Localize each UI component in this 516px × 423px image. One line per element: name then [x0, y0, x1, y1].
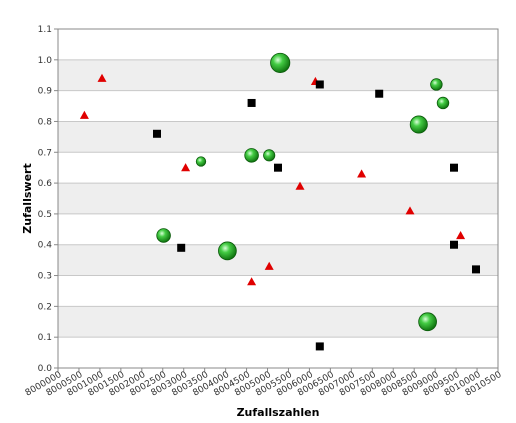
triangle-point	[405, 206, 415, 215]
y-axis-title: Zufallswert	[21, 163, 34, 233]
y-tick-label: 0.2	[38, 302, 52, 312]
y-tick-label: 0.1	[38, 333, 52, 343]
y-tick-label: 0.0	[38, 364, 53, 374]
y-tick-label: 0.9	[38, 87, 53, 97]
square-point	[274, 163, 282, 172]
bubble-point	[270, 52, 291, 73]
bubble-point	[409, 115, 428, 134]
x-axis-ticks: 8000000800050080010008001500800200080025…	[24, 368, 504, 399]
bubble-point	[418, 312, 437, 332]
y-tick-label: 1.1	[38, 25, 52, 35]
bubble-point	[430, 78, 443, 91]
grid-bands	[58, 59, 498, 338]
y-tick-label: 0.7	[38, 148, 52, 158]
triangle-point	[357, 169, 367, 178]
square-point	[450, 163, 458, 172]
triangle-point	[264, 261, 274, 270]
bubble-point	[436, 96, 450, 110]
triangle-point	[79, 110, 89, 119]
square-point	[247, 98, 256, 107]
y-tick-label: 0.3	[38, 272, 52, 282]
y-tick-label: 0.5	[38, 210, 52, 220]
y-tick-label: 1.0	[38, 56, 53, 66]
square-point	[153, 129, 161, 138]
square-point	[177, 243, 186, 252]
bubble-point	[244, 148, 259, 163]
grid-band	[58, 244, 498, 276]
y-tick-label: 0.6	[38, 179, 53, 189]
data-marks	[79, 52, 480, 351]
triangle-point	[295, 181, 305, 190]
bubble-point	[195, 156, 207, 167]
square-point	[315, 80, 324, 89]
y-tick-label: 0.8	[38, 117, 53, 127]
triangle-point	[97, 73, 107, 82]
grid-band	[58, 121, 498, 153]
triangle-point	[247, 277, 257, 286]
bubble-point	[263, 149, 276, 162]
y-axis-ticks: 0.0 0.1 0.2 0.3 0.4 0.5 0.6 0.7 0.8 0.9 1.0 1.1	[38, 25, 58, 374]
square-point	[375, 89, 384, 98]
bubble-point	[218, 241, 237, 261]
grid-band	[58, 183, 498, 214]
plot-frame	[57, 28, 499, 369]
square-point	[472, 265, 480, 274]
x-axis-title: Zufallszahlen	[237, 406, 320, 419]
bubble-point	[156, 228, 171, 243]
triangle-point	[181, 163, 191, 172]
y-tick-label: 0.4	[38, 241, 53, 251]
square-point	[315, 342, 324, 351]
triangle-point	[456, 230, 466, 240]
square-point	[450, 240, 458, 249]
